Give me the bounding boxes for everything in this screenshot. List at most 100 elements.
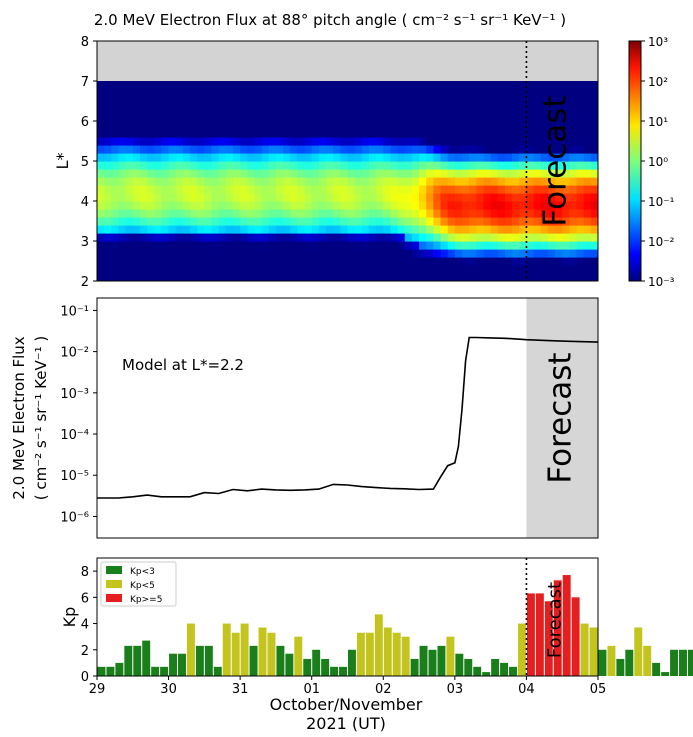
heatmap-cell [175, 233, 184, 242]
heatmap-cell [333, 249, 341, 258]
heatmap-cell [154, 193, 163, 202]
heatmap-cell [469, 137, 477, 146]
heatmap-cell [139, 257, 148, 266]
heatmap-cell [368, 249, 377, 258]
heatmap-cell [526, 209, 535, 218]
heatmap-cell [304, 137, 313, 146]
heatmap-cell [182, 113, 191, 122]
heatmap-cell [232, 97, 241, 106]
heatmap-cell [454, 81, 463, 90]
heatmap-cell [390, 129, 399, 138]
heatmap-cell [504, 217, 513, 226]
heatmap-cell [118, 201, 127, 210]
heatmap-cell [519, 177, 528, 186]
heatmap-cell [433, 97, 442, 106]
heatmap-cell [182, 185, 191, 194]
heatmap-cell [440, 241, 449, 250]
kp-bar [383, 627, 392, 676]
colorbar-tick-label: 10⁻³ [648, 275, 675, 289]
kp-bar [562, 575, 571, 676]
heatmap-cell [497, 257, 506, 266]
heatmap-cell [519, 217, 528, 226]
heatmap-cell [204, 145, 213, 154]
heatmap-cell [190, 225, 198, 234]
heatmap-cell [132, 233, 141, 242]
heatmap-cell [225, 105, 234, 114]
heatmap-cell [161, 161, 170, 170]
heatmap-cell [490, 257, 499, 266]
heatmap-cell [218, 169, 227, 178]
heatmap-cell [533, 241, 542, 250]
heatmap-cell [361, 233, 370, 242]
heatmap-cell [390, 257, 399, 266]
heatmap-cell [361, 169, 370, 178]
heatmap-cell [383, 145, 392, 154]
heatmap-cell [547, 145, 556, 154]
heatmap-cell [426, 129, 434, 138]
heatmap-cell [462, 89, 470, 98]
heatmap-cell [462, 265, 470, 274]
heatmap-cell [147, 209, 155, 218]
heatmap-cell [397, 265, 406, 274]
heatmap-cell [175, 201, 184, 210]
heatmap-cell [204, 153, 213, 162]
heatmap-cell [111, 249, 120, 258]
heatmap-cell [254, 217, 263, 226]
heatmap-cell [569, 273, 578, 281]
heatmap-cell [383, 257, 392, 266]
heatmap-cell [540, 169, 549, 178]
heatmap-cell [283, 201, 291, 210]
heatmap-cell [182, 153, 191, 162]
heatmap-cell [490, 89, 499, 98]
heatmap-cell [125, 161, 134, 170]
heatmap-cell [440, 273, 449, 281]
heatmap-cell [154, 89, 163, 98]
heatmap-cell [275, 97, 284, 106]
heatmap-cell [483, 97, 492, 106]
heatmap-cell [326, 177, 334, 186]
heatmap-cell [254, 113, 263, 122]
legend-label-low: Kp<3 [130, 567, 155, 577]
heatmap-cell [175, 153, 184, 162]
heatmap-cell [404, 265, 413, 274]
heatmap-cell [175, 273, 184, 281]
heatmap-cell [190, 121, 198, 130]
heatmap-cell [562, 145, 570, 154]
heatmap-cell [139, 193, 148, 202]
heatmap-cell [182, 193, 191, 202]
heatmap-cell [547, 217, 556, 226]
heatmap-cell [247, 153, 256, 162]
heatmap-cell [512, 161, 520, 170]
heatmap-cell [447, 265, 456, 274]
heatmap-cell [232, 249, 241, 258]
heatmap-cell [590, 161, 598, 170]
kp-x-tick-label: 01 [303, 682, 320, 697]
heatmap-cell [326, 257, 334, 266]
heatmap-cell [469, 233, 477, 242]
heatmap-cell [333, 113, 341, 122]
heatmap-cell [175, 217, 184, 226]
heatmap-cell [490, 137, 499, 146]
heatmap-cell [469, 81, 477, 90]
heatmap-cell [497, 81, 506, 90]
heatmap-cell [404, 97, 413, 106]
heatmap-cell [190, 153, 198, 162]
heatmap-cell [97, 153, 105, 162]
heatmap-cell [368, 121, 377, 130]
heatmap-cell [562, 81, 570, 90]
heatmap-cell [547, 113, 556, 122]
heatmap-cell [547, 273, 556, 281]
heatmap-cell [182, 169, 191, 178]
heatmap-cell [340, 97, 349, 106]
heatmap-cell [411, 97, 420, 106]
heatmap-cell [190, 193, 198, 202]
heatmap-cell [462, 249, 470, 258]
heatmap-cell [326, 265, 334, 274]
heatmap-cell [311, 81, 320, 90]
colorbar-tick-label: 10¹ [648, 115, 668, 129]
heatmap-cell [433, 217, 442, 226]
heatmap-cell [340, 137, 349, 146]
heatmap-cell [383, 97, 392, 106]
heatmap-cell [147, 113, 155, 122]
heatmap-cell [118, 249, 127, 258]
